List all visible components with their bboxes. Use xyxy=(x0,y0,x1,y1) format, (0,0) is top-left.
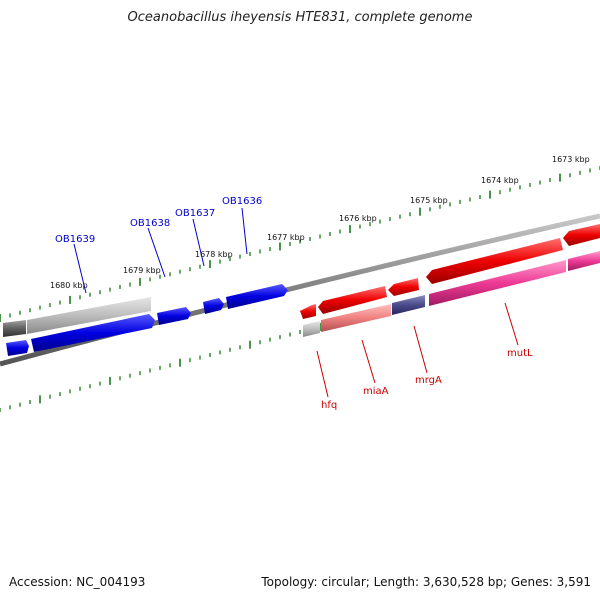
label-leader-lines xyxy=(73,207,519,398)
gene-label-mutl[interactable]: mutL xyxy=(507,348,533,359)
gene-label-hfq[interactable]: hfq xyxy=(321,400,337,411)
gene-feature-blue[interactable] xyxy=(31,314,155,352)
gene-feature-purple[interactable] xyxy=(392,295,425,315)
scale-label: 1676 kbp xyxy=(339,214,377,223)
scale-label: 1673 kbp xyxy=(552,155,590,164)
scale-label: 1680 kbp xyxy=(50,281,88,290)
accession-text: Accession: NC_004193 xyxy=(9,575,146,589)
scale-label: 1678 kbp xyxy=(195,250,233,259)
gene-feature-blue[interactable] xyxy=(157,307,191,325)
gene-feature-red-upper[interactable] xyxy=(318,286,387,314)
gene-feature-gray[interactable] xyxy=(27,297,151,334)
gene-feature-red-upper[interactable] xyxy=(563,224,600,246)
gene-feature-red-upper[interactable] xyxy=(300,304,316,319)
gene-feature-dark[interactable] xyxy=(3,320,26,337)
gene-feature-salmon[interactable] xyxy=(321,304,391,332)
gene-feature-pink[interactable] xyxy=(429,260,566,306)
gene-label-ob1639[interactable]: OB1639 xyxy=(55,234,95,245)
gene-feature-blue[interactable] xyxy=(203,298,224,314)
gene-feature-red-upper[interactable] xyxy=(426,238,563,284)
gene-feature-blue[interactable] xyxy=(6,340,29,356)
gene-feature-pink[interactable] xyxy=(568,251,600,271)
scale-label: 1675 kbp xyxy=(410,196,448,205)
gene-feature-blue[interactable] xyxy=(226,284,288,309)
genome-stats-text: Topology: circular; Length: 3,630,528 bp… xyxy=(261,575,591,589)
gene-label-miaa[interactable]: miaA xyxy=(363,386,389,397)
gene-label-mrga[interactable]: mrgA xyxy=(415,375,442,386)
scale-label: 1677 kbp xyxy=(267,233,305,242)
scale-label: 1679 kbp xyxy=(123,266,161,275)
gene-label-ob1638[interactable]: OB1638 xyxy=(130,218,170,229)
gene-feature-red-upper[interactable] xyxy=(388,278,419,296)
gene-label-ob1637[interactable]: OB1637 xyxy=(175,208,215,219)
gene-feature-gray[interactable] xyxy=(303,321,320,337)
scale-label: 1674 kbp xyxy=(481,176,519,185)
outer-scale-ticks xyxy=(0,166,600,322)
map-title: Oceanobacillus iheyensis HTE831, complet… xyxy=(127,10,473,25)
gene-label-ob1636[interactable]: OB1636 xyxy=(222,196,262,207)
